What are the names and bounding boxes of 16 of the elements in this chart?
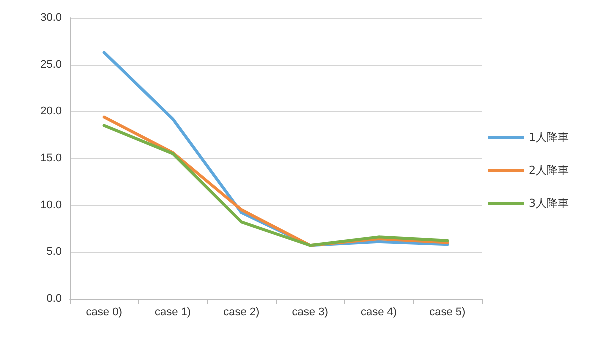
legend-label: 3人降車	[529, 197, 569, 210]
x-tick-label: case 1)	[154, 306, 192, 318]
x-tick-label: case 3)	[292, 306, 328, 318]
y-tick-label: 15.0	[40, 152, 62, 164]
y-tick-label: 30.0	[40, 12, 62, 24]
y-tick-label: 0.0	[46, 293, 62, 305]
y-tick-label: 10.0	[40, 199, 62, 212]
y-tick-label: 5.0	[46, 246, 62, 258]
y-tick-label: 20.0	[40, 106, 62, 118]
x-tick-label: case 5)	[430, 306, 466, 318]
x-tick-label: case 2)	[224, 306, 260, 318]
x-tick-label: case 0)	[86, 306, 122, 318]
legend-label: 2人降車	[529, 164, 569, 177]
x-tick-label: case 4)	[360, 306, 398, 318]
y-tick-label: 25.0	[40, 58, 62, 71]
legend-label: 1人降車	[529, 131, 569, 144]
